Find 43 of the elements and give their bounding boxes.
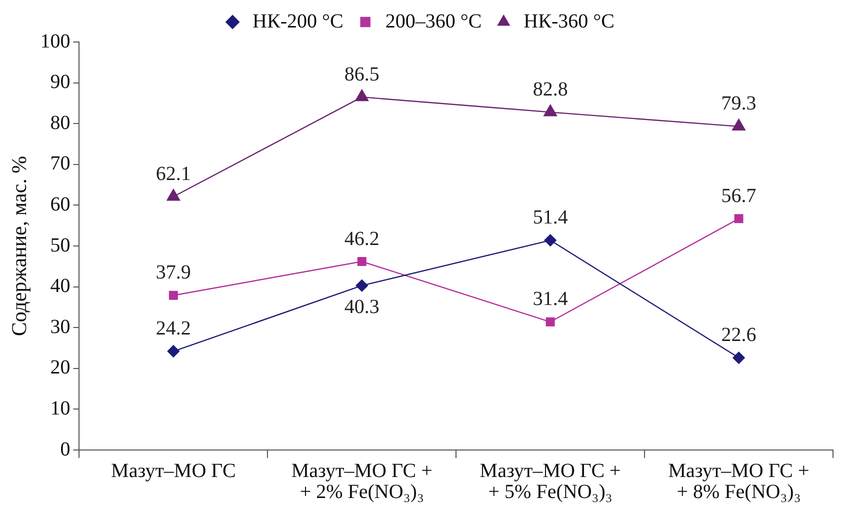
data-label: 86.5 [344,63,380,86]
point [546,317,555,326]
data-label: 79.3 [721,92,756,115]
y-tick-label: 50 [50,234,70,256]
y-tick-label: 0 [60,438,70,460]
point [166,189,180,201]
legend-label: 200–360 °C [385,10,482,32]
data-label: 37.9 [156,262,191,284]
data-label: 46.2 [344,228,380,250]
data-label: 56.7 [721,184,756,207]
legend-label: НК-360 °C [524,10,614,32]
y-tick-label: 30 [50,316,70,338]
y-tick-label: 20 [50,356,70,379]
point [732,118,746,131]
x-tick-label: Мазут–МО ГС + + 5% Fe(NO₃)₃ [480,460,621,503]
y-tick-label: 100 [40,30,70,52]
point [356,279,368,292]
legend-label: НК-200 °C [252,10,344,32]
y-tick-label: 40 [50,275,70,298]
y-tick-label: 90 [50,71,70,94]
data-label: 24.2 [156,318,191,340]
data-label: 31.4 [532,288,568,310]
point [732,352,745,364]
point [544,104,557,116]
y-tick-label: 60 [50,193,70,216]
point [168,290,178,300]
x-tick-label: Мазут–МО ГС [111,460,236,482]
y-axis-title: Содержание, мас. % [7,156,32,336]
data-label: 22.6 [721,324,756,346]
x-tick-label: Мазут–МО ГС + + 2% Fe(NO₃)₃ [291,460,432,503]
point [544,234,556,246]
point [167,345,180,358]
point [357,257,366,266]
point [355,89,369,102]
x-tick-label: Мазут–МО ГС + + 8% Fe(NO₃)₃ [668,460,810,503]
data-label: 82.8 [532,78,568,100]
y-tick-label: 10 [50,397,70,420]
y-tick-label: 80 [50,112,70,134]
data-label: 40.3 [344,296,380,318]
data-label: 51.4 [532,206,568,229]
y-tick-label: 70 [50,152,70,175]
data-label: 62.1 [156,162,191,185]
point [734,214,744,224]
